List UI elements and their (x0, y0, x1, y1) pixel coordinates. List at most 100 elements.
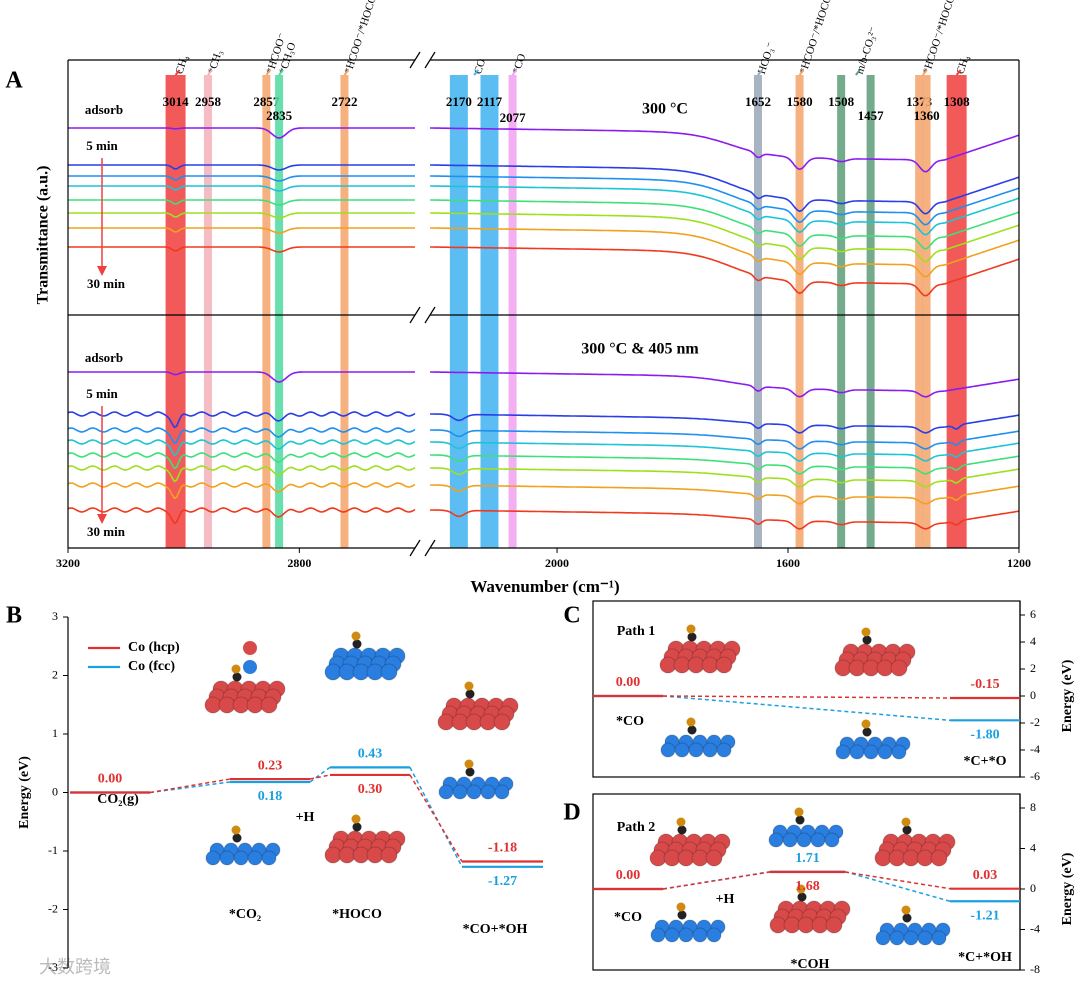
slab-model (835, 719, 911, 760)
atom (674, 742, 690, 758)
band (508, 75, 517, 548)
atom (903, 930, 919, 946)
atom (438, 784, 454, 800)
legend-icon (243, 660, 257, 674)
connector (662, 695, 951, 722)
slab-model (769, 884, 851, 934)
slab-model (649, 817, 731, 867)
atom (260, 696, 278, 714)
band-wavenumber: 1457 (858, 108, 885, 123)
value-label: 0.23 (258, 758, 283, 773)
atom (901, 817, 911, 827)
x-tick-label: 3200 (56, 556, 80, 570)
slab-model (324, 814, 406, 864)
atom (664, 927, 680, 943)
atom (464, 759, 474, 769)
atom (706, 927, 722, 943)
connector (662, 695, 951, 699)
y-tick-label: 0 (1030, 688, 1036, 702)
atom (796, 832, 812, 848)
atom (677, 910, 687, 920)
atom (797, 892, 807, 902)
atom (676, 902, 686, 912)
spectrum (430, 484, 1020, 505)
atom (351, 814, 361, 824)
spectrum (68, 212, 415, 219)
spectrum (68, 175, 415, 182)
value-label: 0.00 (98, 772, 123, 787)
species-connector (511, 69, 518, 76)
panel-label: A (5, 68, 23, 94)
species-connector (473, 69, 479, 76)
y-tick-label: -2 (48, 901, 58, 915)
spectrum (430, 127, 1020, 173)
spectrum (68, 227, 415, 234)
band-wavenumber: 1580 (787, 94, 813, 109)
species-label: CH₄ (954, 54, 971, 76)
atom (715, 656, 733, 674)
atom (494, 784, 510, 800)
atom (917, 930, 933, 946)
species-connector (955, 69, 962, 76)
atom (678, 927, 694, 943)
spectrum (67, 411, 416, 429)
connector (844, 871, 951, 890)
slab-model (660, 717, 736, 758)
legend-label: Co (hcp) (128, 640, 180, 655)
atom (862, 727, 872, 737)
atom (891, 744, 907, 760)
slab-model (874, 817, 956, 867)
connector (844, 870, 951, 902)
legend-icon (243, 641, 257, 655)
spectrum (67, 427, 416, 445)
atom (232, 672, 242, 682)
atom (890, 659, 908, 677)
row-label: 30 min (87, 524, 126, 539)
y-axis-label: Transmittance (a.u.) (35, 166, 52, 305)
atom (480, 784, 496, 800)
axis-break (409, 51, 421, 69)
atom (676, 817, 686, 827)
species-label: m/b-CO₃²⁻ (854, 25, 881, 75)
value-label: 0.00 (616, 868, 641, 883)
spectrum (430, 175, 1020, 226)
value-label: 1.68 (795, 879, 820, 894)
species-connector (922, 69, 928, 76)
atom (452, 784, 468, 800)
spectrum (430, 429, 1020, 450)
spectrum (430, 164, 1020, 215)
band (275, 75, 284, 548)
value-label: 0.30 (358, 782, 383, 797)
value-label: 0.00 (616, 675, 641, 690)
atom (686, 717, 696, 727)
row-label: 30 min (87, 276, 126, 291)
atom (861, 719, 871, 729)
slab-model (204, 664, 286, 714)
spectrum (430, 509, 1020, 530)
y-tick-label: 6 (1030, 607, 1036, 621)
species-connector (855, 69, 861, 76)
species-label: CH₄ (173, 54, 190, 76)
atom (261, 850, 277, 866)
spectrum (430, 227, 1020, 278)
value-label: -1.18 (488, 841, 517, 856)
species-connector (343, 69, 350, 76)
y-tick-label: 4 (1030, 634, 1036, 648)
band (946, 75, 967, 548)
y-tick-label: -8 (1030, 962, 1040, 976)
spectrum (430, 441, 1020, 462)
axis-break (409, 306, 421, 324)
y-tick-label: -4 (1030, 742, 1040, 756)
y-tick-label: -4 (1030, 921, 1040, 935)
atom (902, 913, 912, 923)
value-label: -1.21 (970, 908, 999, 923)
atom (465, 689, 475, 699)
atom (863, 744, 879, 760)
band-wavenumber: 2077 (500, 110, 527, 125)
atom (849, 744, 865, 760)
spectrum (67, 452, 416, 470)
slab-model (768, 807, 844, 848)
spectrum (430, 413, 1020, 434)
atom (794, 807, 804, 817)
band-wavenumber: 2170 (446, 94, 472, 109)
